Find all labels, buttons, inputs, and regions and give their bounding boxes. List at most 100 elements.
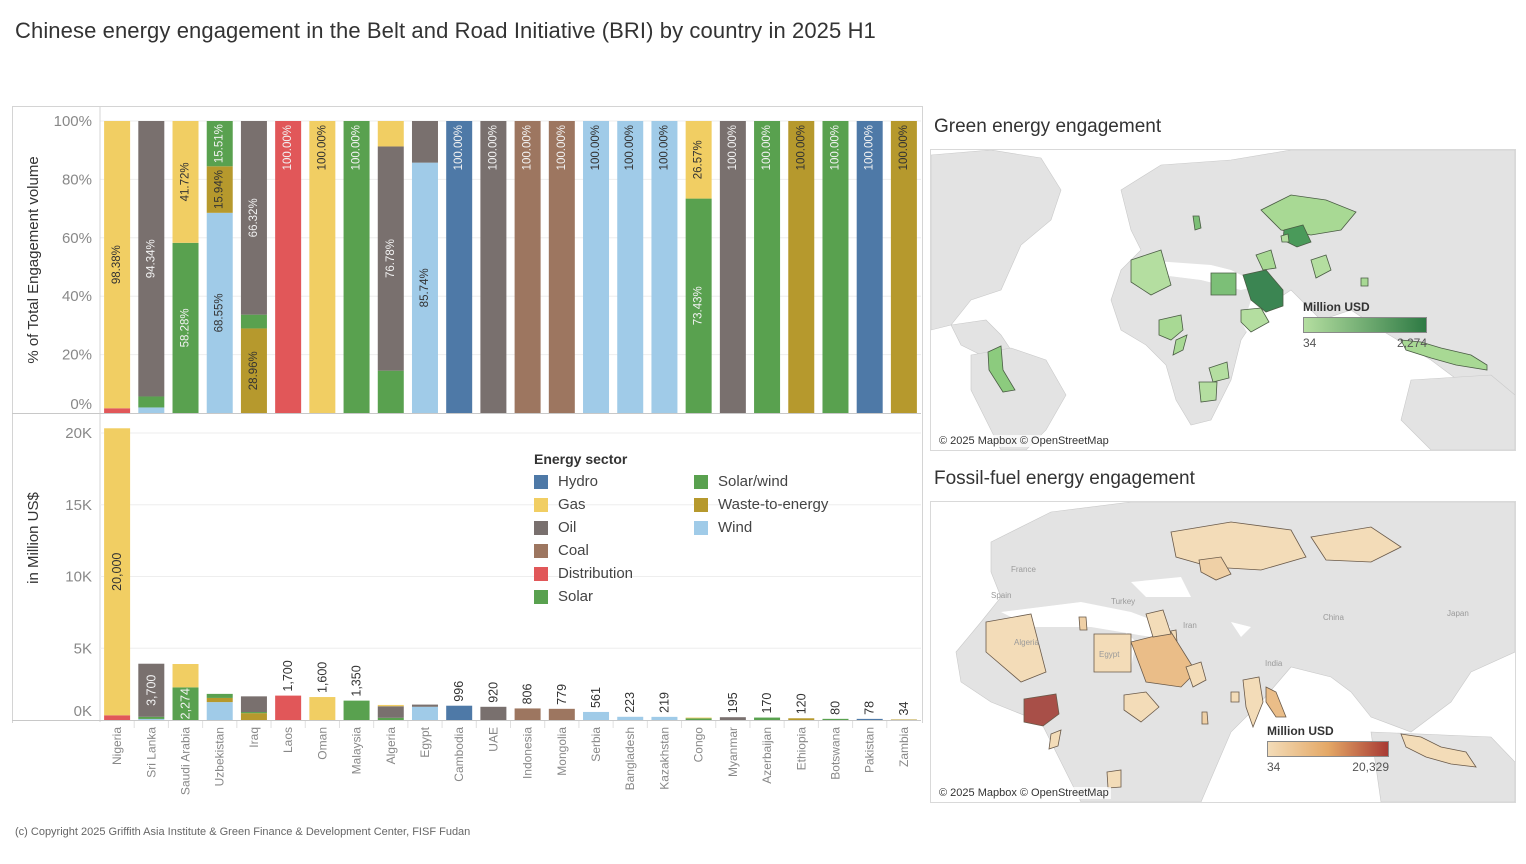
bar-segment (275, 695, 302, 720)
legend-item[interactable]: Solar/wind (694, 470, 874, 493)
x-category-label: Myanmar (726, 727, 740, 777)
country-indonesia (1400, 339, 1488, 371)
segment-label: 100.00% (282, 125, 294, 170)
bar-segment (172, 687, 199, 720)
legend-label: Distribution (558, 565, 634, 582)
legend-item[interactable]: Coal (534, 539, 694, 562)
y-tick-label: 5K (74, 640, 92, 657)
green-map-credit[interactable]: © 2025 Mapbox © OpenStreetMap (937, 435, 1111, 447)
landmass (931, 150, 1515, 450)
legend-item[interactable]: Wind (694, 516, 874, 539)
bar-segment (890, 719, 917, 721)
bar-value-label: 20,000 (110, 553, 124, 591)
bar-segment (651, 121, 678, 413)
legend-label: Gas (558, 496, 586, 513)
segment-label: 100.00% (761, 125, 773, 170)
bar-segment (788, 121, 815, 413)
legend-swatch (534, 589, 548, 604)
fossil-map-credit[interactable]: © 2025 Mapbox © OpenStreetMap (937, 787, 1111, 799)
bar-segment (377, 370, 404, 413)
y-tick-label: 20% (62, 347, 92, 364)
green-legend-title: Million USD (1303, 300, 1370, 314)
country-egypt (1093, 633, 1132, 673)
bar-segment (617, 121, 644, 413)
bar-segment (685, 198, 712, 413)
fossil-map-canvas[interactable]: France Spain Turkey Iran China Japan Ind… (931, 502, 1515, 802)
x-category-label: Nigeria (110, 727, 124, 765)
legend-item[interactable]: Hydro (534, 470, 694, 493)
x-category-label: Oman (315, 727, 329, 760)
segment-label: 100.00% (351, 125, 363, 170)
country-ethiopia (1240, 307, 1270, 333)
segment-label: 100.00% (864, 125, 876, 170)
bar-segment (377, 146, 404, 371)
bar-segment (206, 121, 233, 167)
fossil-countries[interactable] (985, 521, 1477, 789)
copyright-footer: (c) Copyright 2025 Griffith Asia Institu… (15, 826, 471, 838)
fossil-energy-map[interactable]: France Spain Turkey Iran China Japan Ind… (930, 501, 1516, 803)
bar-segment (104, 121, 131, 409)
country-indonesia (1400, 733, 1477, 768)
bar-segment (617, 716, 644, 720)
bar-segment (548, 708, 575, 720)
x-category-label: Iraq (247, 727, 261, 748)
country-botswana (1198, 381, 1218, 403)
green-legend-max: 2,274 (1396, 336, 1427, 350)
country-nigeria (1158, 314, 1184, 341)
legend-item[interactable]: Distribution (534, 562, 694, 585)
green-countries[interactable] (987, 194, 1488, 403)
bar-value-label: 170 (760, 693, 774, 714)
bar-value-label: 219 (657, 692, 671, 713)
x-category-label: Congo (692, 727, 706, 763)
legend-label: Coal (558, 542, 589, 559)
country-egypt (1210, 272, 1237, 296)
bar-segment (206, 693, 233, 698)
place-label: Turkey (1111, 597, 1135, 606)
legend-item[interactable]: Gas (534, 493, 694, 516)
place-label: Iran (1183, 621, 1197, 630)
bar-segment (480, 706, 507, 720)
segment-label: 94.34% (145, 239, 157, 278)
country-kazakhstan (1170, 521, 1307, 571)
legend-label: Solar/wind (718, 473, 789, 490)
green-energy-map[interactable]: Million USD 34 2,274 © 2025 Mapbox © Ope… (930, 149, 1516, 451)
legend-label: Wind (718, 519, 753, 536)
x-category-label: UAE (486, 727, 500, 752)
green-map-legend: Million USD 34 2,274 (1303, 300, 1427, 350)
legend-item[interactable]: Oil (534, 516, 694, 539)
legend-item[interactable]: Solar (534, 585, 694, 608)
country-pakistan (1310, 254, 1332, 279)
fossil-map-title: Fossil-fuel energy engagement (934, 468, 1195, 489)
x-category-label: Mongolia (555, 727, 569, 776)
x-category-label: Kazakhstan (657, 727, 671, 790)
country-uae-oman (1185, 661, 1207, 688)
segment-label: 66.32% (248, 198, 260, 237)
place-labels: France Spain Turkey Iran China Japan Ind… (991, 565, 1469, 668)
green-map-canvas[interactable] (931, 150, 1515, 450)
bar-segment (651, 716, 678, 720)
y-axis-title-percent: % of Total Engagement volume (25, 156, 42, 363)
segment-label: 26.57% (693, 140, 705, 179)
place-label: India (1265, 659, 1283, 668)
country-iraq (1145, 609, 1172, 638)
segment-label: 100.00% (316, 125, 328, 170)
bar-segment (411, 704, 438, 707)
country-iraq (1255, 249, 1277, 271)
legend-item[interactable]: Waste-to-energy (694, 493, 874, 516)
x-category-label: Azerbaijan (760, 727, 774, 784)
country-peru (987, 345, 1016, 393)
bar-segment (856, 718, 883, 720)
legend-label: Waste-to-energy (718, 496, 829, 513)
segment-label: 73.43% (693, 286, 705, 325)
bar-segment (206, 702, 233, 720)
bar-value-label: 80 (828, 701, 842, 715)
legend-swatch (534, 520, 548, 535)
bar-value-label: 34 (897, 702, 911, 716)
country-mongolia (1310, 526, 1402, 563)
x-category-label: Botswana (828, 727, 842, 780)
bar-segment (719, 717, 746, 720)
bar-segment (890, 121, 917, 413)
bar-segment (138, 718, 165, 720)
bar-segment (104, 715, 131, 720)
y-tick-label: 80% (62, 171, 92, 188)
